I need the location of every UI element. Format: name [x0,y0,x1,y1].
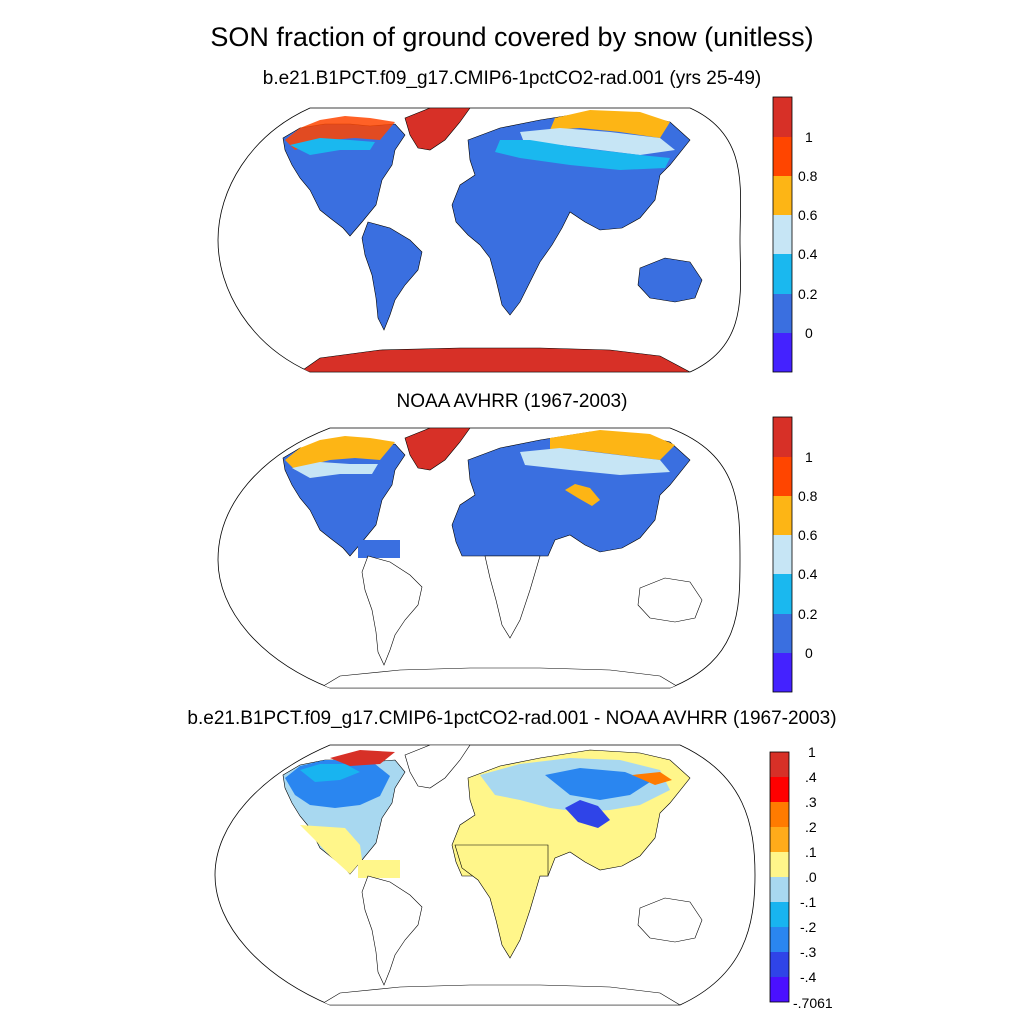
colorbar-2-label-0: 1 [805,449,813,465]
panel-1-title: b.e21.B1PCT.f09_g17.CMIP6-1pctCO2-rad.00… [262,68,762,89]
colorbar-3-box-7 [770,927,789,952]
colorbar-2-label-5: 0 [805,645,813,661]
colorbar-3-box-5 [770,877,789,902]
colorbar-3-box-2 [770,802,789,827]
antarctica-3 [318,984,682,1005]
map-panel-1: 1 0.8 0.6 0.4 0.2 0 [217,96,818,373]
greenland-1 [404,108,471,151]
south-america-1 [361,221,423,331]
colorbar-1-box-6 [773,333,792,372]
colorbar-1-box-5 [773,294,792,333]
colorbar-3-label-7: -.2 [800,919,817,935]
australia-1 [637,257,703,303]
colorbar-3-box-3 [770,827,789,852]
colorbar-2-label-4: 0.2 [798,606,818,622]
map-panel-3: 1 .4 .3 .2 .1 .0 -.1 -.2 -.3 -.4 -.7061 [214,744,833,1011]
greenland-3 [404,745,471,789]
greenland-2 [404,428,471,471]
antarctica-2 [318,667,682,688]
colorbar-2-label-2: 0.6 [798,527,818,543]
colorbar-3-box-8 [770,952,789,977]
colorbar-3-label-6: -.1 [800,894,817,910]
colorbar-1-label-4: 0.2 [798,286,818,302]
colorbar-3-label-9: -.4 [800,969,817,985]
colorbar-1-box-3 [773,215,792,254]
colorbar-1: 1 0.8 0.6 0.4 0.2 0 [772,96,818,373]
map-border-2 [217,427,741,689]
colorbar-1-label-1: 0.8 [798,168,818,184]
colorbar-3-label-0: 1 [808,744,816,760]
australia-2 [637,577,703,623]
colorbar-2-label-1: 0.8 [798,488,818,504]
colorbar-3-label-1: .4 [805,769,817,785]
colorbar-3-box-6 [770,902,789,927]
colorbar-3-box-9 [770,977,789,1002]
colorbar-1-box-2 [773,176,792,215]
colorbar-1-box-0 [773,97,792,137]
colorbar-3: 1 .4 .3 .2 .1 .0 -.1 -.2 -.3 -.4 -.7061 [769,744,833,1011]
africa-south-2 [484,555,541,639]
map-panel-2: 1 0.8 0.6 0.4 0.2 0 [217,416,818,693]
antarctica-1 [299,347,691,372]
colorbar-1-label-3: 0.4 [798,246,818,262]
colorbar-2-box-3 [773,535,792,574]
south-america-3 [361,875,423,986]
colorbar-2-label-3: 0.4 [798,566,818,582]
south-america-2 [361,555,423,666]
colorbar-3-label-2: .3 [805,794,817,810]
colorbar-3-label-10: -.7061 [793,995,833,1011]
colorbar-3-label-4: .1 [805,844,817,860]
colorbar-3-label-5: .0 [805,869,817,885]
colorbar-1-label-2: 0.6 [798,207,818,223]
map-border-3 [214,744,756,1006]
colorbar-1-box-1 [773,137,792,176]
colorbar-2-box-2 [773,496,792,535]
colorbar-1-label-5: 0 [805,325,813,341]
colorbar-3-box-4 [770,852,789,877]
map-border-1 [217,107,741,373]
colorbar-3-box-1 [770,777,789,802]
colorbar-2-box-1 [773,457,792,496]
colorbar-2-box-5 [773,614,792,653]
colorbar-1-label-0: 1 [805,129,813,145]
colorbar-3-label-8: -.3 [800,944,817,960]
colorbar-2-box-6 [773,653,792,692]
colorbar-3-box-0 [770,752,789,777]
colorbar-3-label-3: .2 [805,819,817,835]
colorbar-2-box-4 [773,574,792,614]
colorbar-1-box-4 [773,254,792,294]
panel-3-title: b.e21.B1PCT.f09_g17.CMIP6-1pctCO2-rad.00… [187,708,837,729]
australia-3 [637,897,703,943]
africa-3 [454,844,549,959]
colorbar-2-box-0 [773,417,792,457]
colorbar-2: 1 0.8 0.6 0.4 0.2 0 [772,416,818,693]
panel-2-title: NOAA AVHRR (1967-2003) [396,391,628,412]
main-title: SON fraction of ground covered by snow (… [210,22,814,52]
